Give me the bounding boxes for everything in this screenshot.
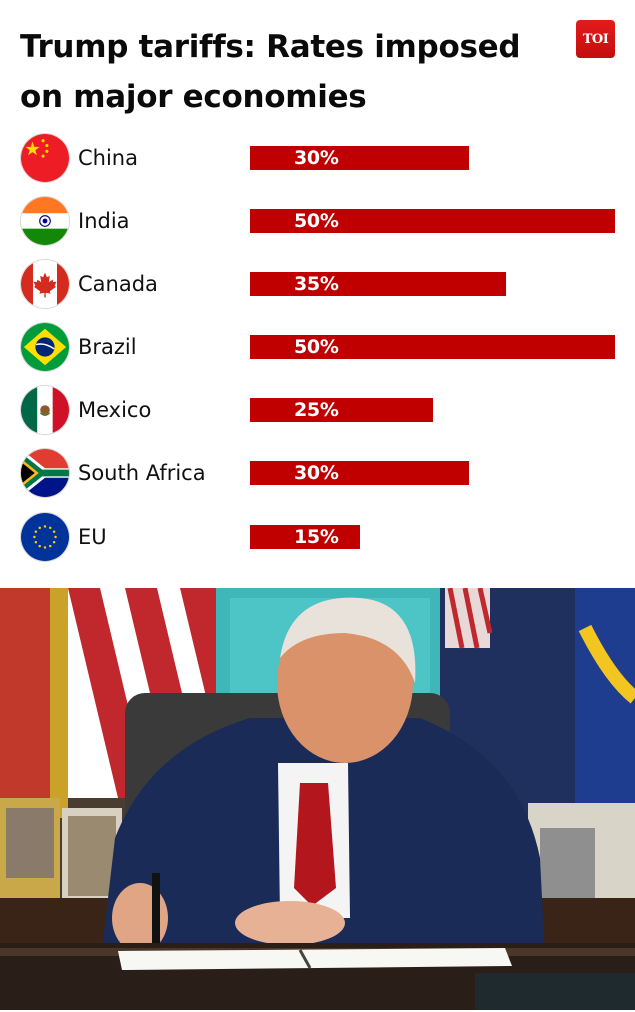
country-label: South Africa bbox=[78, 461, 206, 485]
country-label: India bbox=[78, 209, 130, 233]
tariff-value: 30% bbox=[294, 147, 339, 169]
country-label: Brazil bbox=[78, 335, 137, 359]
eu-flag-icon bbox=[20, 512, 70, 562]
tariff-value: 30% bbox=[294, 462, 339, 484]
toi-logo: TOI bbox=[576, 20, 615, 58]
tariff-bar: 30% bbox=[250, 461, 469, 485]
tariff-value: 15% bbox=[294, 526, 339, 548]
country-label: Canada bbox=[78, 272, 158, 296]
mexico-flag-icon bbox=[20, 385, 70, 435]
tariff-value: 50% bbox=[294, 210, 339, 232]
tariff-value: 50% bbox=[294, 336, 339, 358]
tariff-bar: 50% bbox=[250, 209, 615, 233]
chart-row-south-africa: South Africa 30% bbox=[0, 448, 635, 498]
chart-row-india: India 50% bbox=[0, 196, 635, 246]
china-flag-icon bbox=[20, 133, 70, 183]
tariff-bar: 35% bbox=[250, 272, 506, 296]
country-label: Mexico bbox=[78, 398, 152, 422]
page-title: Trump tariffs: Rates imposed on major ec… bbox=[20, 29, 521, 115]
tariff-bar: 30% bbox=[250, 146, 469, 170]
tariff-value: 25% bbox=[294, 399, 339, 421]
chart-row-brazil: Brazil 50% bbox=[0, 322, 635, 372]
chart-row-canada: Canada 35% bbox=[0, 259, 635, 309]
tariff-bar: 15% bbox=[250, 525, 360, 549]
india-flag-icon bbox=[20, 196, 70, 246]
trump-signing-photo bbox=[0, 588, 635, 1010]
tariff-bar: 50% bbox=[250, 335, 615, 359]
country-label: EU bbox=[78, 525, 107, 549]
country-label: China bbox=[78, 146, 138, 170]
south-africa-flag-icon bbox=[20, 448, 70, 498]
brazil-flag-icon bbox=[20, 322, 70, 372]
tariff-bar: 25% bbox=[250, 398, 433, 422]
canada-flag-icon bbox=[20, 259, 70, 309]
chart-row-china: China 30% bbox=[0, 133, 635, 183]
chart-row-mexico: Mexico 25% bbox=[0, 385, 635, 435]
logo-text: TOI bbox=[582, 31, 609, 47]
tariff-value: 35% bbox=[294, 273, 339, 295]
chart-row-eu: EU 15% bbox=[0, 512, 635, 562]
